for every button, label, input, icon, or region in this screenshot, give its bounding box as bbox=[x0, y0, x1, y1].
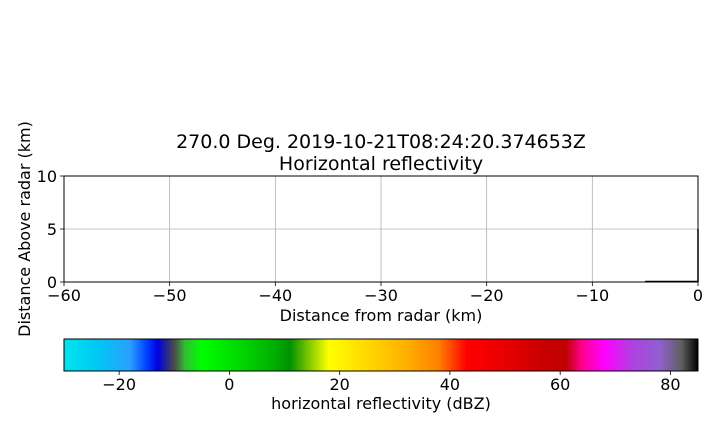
y-tick-label: 0 bbox=[47, 273, 57, 292]
plot-area: −60 −50 −40 −30 −20 −10 0 0 5 10 bbox=[37, 167, 703, 305]
colorbar-tick-label: 20 bbox=[329, 375, 349, 394]
x-tick-label: −10 bbox=[575, 286, 609, 305]
x-axis-label: Distance from radar (km) bbox=[280, 306, 483, 325]
y-tick-label: 5 bbox=[47, 220, 57, 239]
chart-title-line2: Horizontal reflectivity bbox=[279, 153, 483, 175]
chart-title-line1: 270.0 Deg. 2019-10-21T08:24:20.374653Z bbox=[176, 131, 586, 153]
x-tick-label: −20 bbox=[470, 286, 504, 305]
x-axis-ticks: −60 −50 −40 −30 −20 −10 0 bbox=[47, 282, 703, 305]
y-axis-ticks: 0 5 10 bbox=[37, 167, 64, 292]
colorbar-gradient bbox=[63, 338, 699, 372]
colorbar-tick-label: 0 bbox=[224, 375, 234, 394]
x-tick-label: 0 bbox=[693, 286, 703, 305]
colorbar-tick-label: −20 bbox=[102, 375, 136, 394]
x-tick-label: −40 bbox=[258, 286, 292, 305]
colorbar-label: horizontal reflectivity (dBZ) bbox=[271, 394, 491, 413]
colorbar-ticks: −20 0 20 40 60 80 bbox=[102, 371, 681, 394]
colorbar-tick-label: 80 bbox=[660, 375, 680, 394]
colorbar: −20 0 20 40 60 80 bbox=[63, 338, 699, 394]
colorbar-tick-label: 40 bbox=[440, 375, 460, 394]
y-tick-label: 10 bbox=[37, 167, 57, 186]
colorbar-tick-label: 60 bbox=[550, 375, 570, 394]
y-axis-label: Distance Above radar (km) bbox=[15, 121, 34, 337]
x-tick-label: −30 bbox=[364, 286, 398, 305]
x-tick-label: −50 bbox=[153, 286, 187, 305]
x-tick-label: −60 bbox=[47, 286, 81, 305]
